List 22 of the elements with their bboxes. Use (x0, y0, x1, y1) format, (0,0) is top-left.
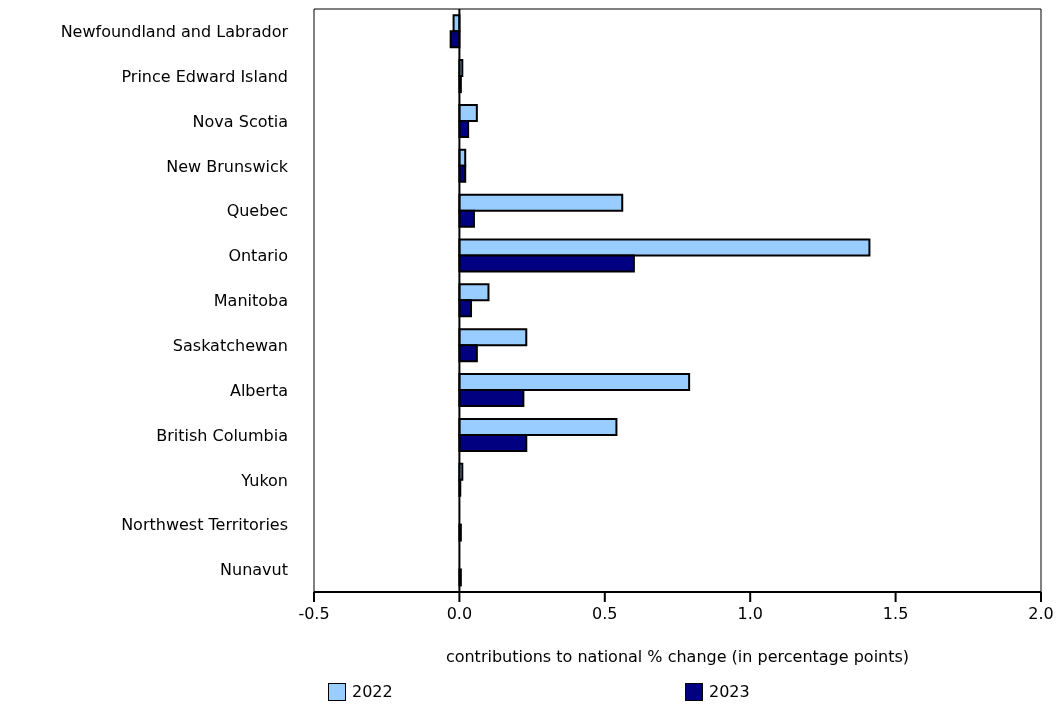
x-tick-label: 0.5 (592, 604, 618, 624)
y-tick-label: New Brunswick (166, 156, 289, 176)
y-tick-label: British Columbia (156, 425, 288, 445)
legend-label: 2022 (352, 682, 393, 701)
y-tick-label: Newfoundland and Labrador (60, 22, 289, 42)
x-axis-title: contributions to national % change (in percentage points) (445, 647, 910, 666)
y-tick-label: Alberta (229, 380, 288, 400)
y-tick-label: Northwest Territories (121, 515, 288, 535)
x-tick-label: 1.5 (882, 604, 909, 624)
y-tick-label: Nova Scotia (192, 111, 288, 131)
x-tick-label: 1.0 (737, 604, 763, 624)
y-tick-label: Yukon (240, 470, 288, 490)
y-tick-label: Saskatchewan (172, 336, 288, 356)
x-tick-label: 2.0 (1028, 604, 1054, 624)
y-tick-label: Prince Edward Island (121, 66, 288, 86)
y-tick-label: Ontario (228, 246, 288, 266)
x-tick-label: 0.0 (446, 604, 473, 624)
legend-label: 2023 (709, 682, 750, 701)
y-tick-label: Nunavut (220, 560, 288, 580)
y-tick-label: Quebec (226, 201, 288, 221)
x-tick-label: -0.5 (298, 604, 330, 624)
y-tick-label: Manitoba (213, 291, 288, 311)
